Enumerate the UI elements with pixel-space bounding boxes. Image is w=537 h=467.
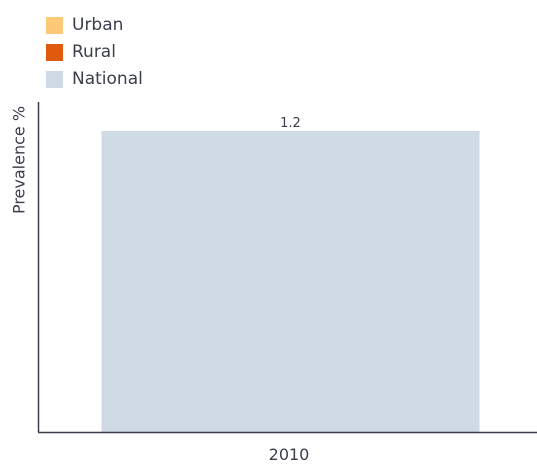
legend-item-national[interactable]: National — [46, 66, 143, 93]
legend-item-rural[interactable]: Rural — [46, 39, 143, 66]
legend-item-urban[interactable]: Urban — [46, 12, 143, 39]
bar-national-2010[interactable] — [101, 131, 480, 432]
legend-swatch-national — [46, 71, 63, 88]
x-tick-label-2010: 2010 — [269, 445, 310, 464]
legend-label-urban: Urban — [72, 15, 124, 35]
data-labels-layer: 1.2 — [280, 116, 301, 131]
x-tick-labels-layer: 2010 — [269, 445, 310, 464]
chart-legend: Urban Rural National — [46, 12, 143, 93]
legend-swatch-urban — [46, 17, 63, 34]
legend-label-national: National — [72, 69, 143, 89]
legend-label-rural: Rural — [72, 42, 116, 62]
bars-layer — [101, 131, 480, 432]
legend-swatch-rural — [46, 44, 63, 61]
data-label-national-2010: 1.2 — [280, 116, 301, 131]
